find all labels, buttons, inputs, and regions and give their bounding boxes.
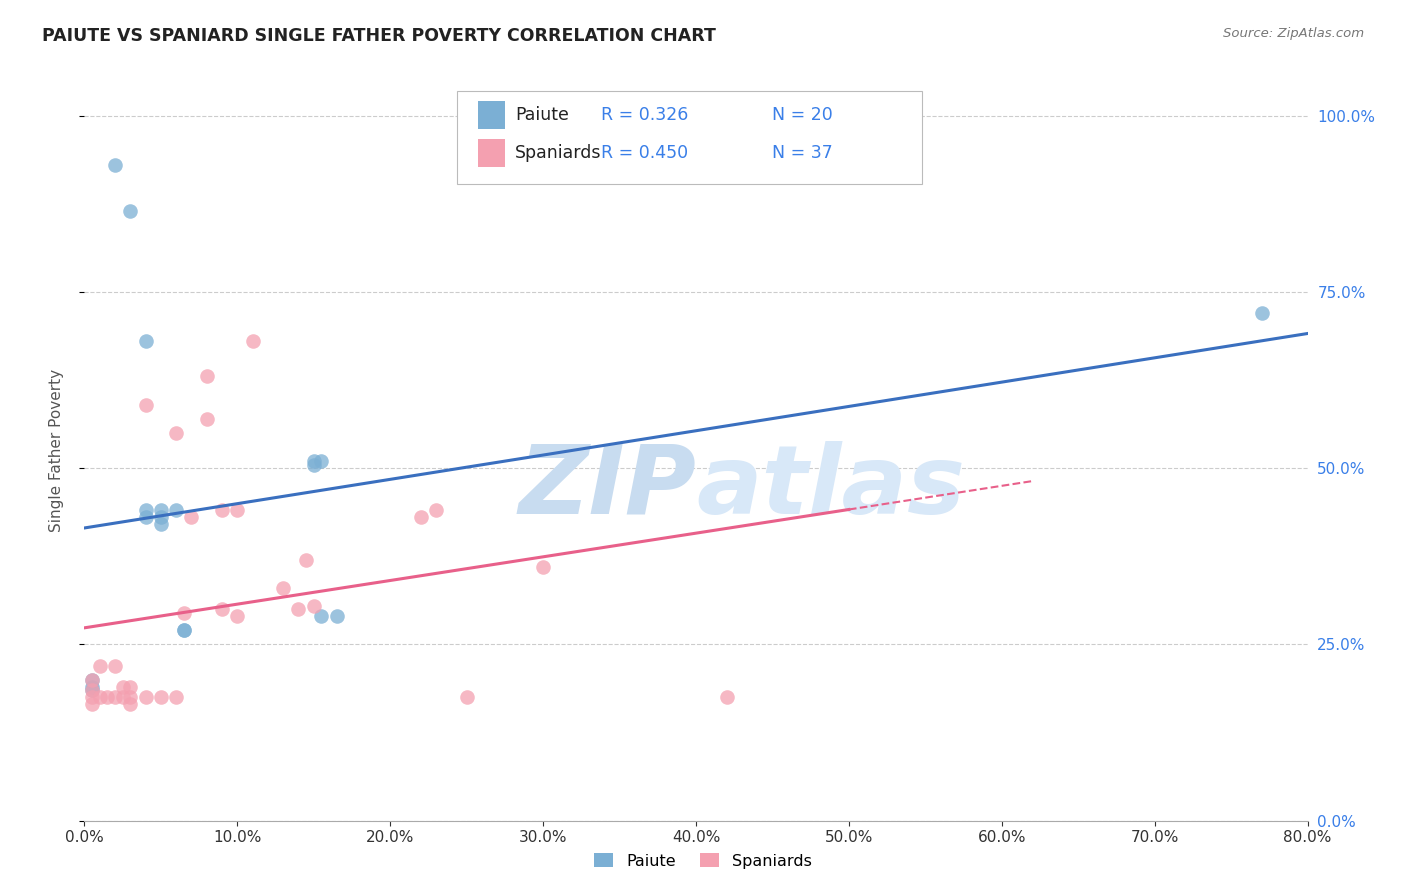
Point — [80, 690, 103, 705]
Point — [120, 203, 142, 218]
Point — [211, 503, 233, 517]
Point — [135, 510, 157, 524]
FancyBboxPatch shape — [478, 101, 505, 129]
Point — [80, 683, 103, 698]
Point — [456, 690, 478, 705]
Text: Spaniards: Spaniards — [515, 145, 602, 162]
Text: atlas: atlas — [696, 441, 965, 534]
Text: R = 0.326: R = 0.326 — [600, 106, 688, 124]
Point — [1250, 306, 1272, 320]
Point — [302, 599, 325, 613]
Point — [149, 503, 172, 517]
Text: N = 20: N = 20 — [772, 106, 832, 124]
Point — [226, 609, 249, 624]
Point — [149, 510, 172, 524]
Text: R = 0.450: R = 0.450 — [600, 145, 688, 162]
Text: Paiute: Paiute — [515, 106, 569, 124]
Y-axis label: Single Father Poverty: Single Father Poverty — [49, 369, 63, 532]
Point — [195, 411, 218, 425]
Point — [531, 559, 554, 574]
Point — [120, 690, 142, 705]
Point — [111, 680, 134, 694]
Point — [311, 454, 333, 468]
Point — [135, 690, 157, 705]
Point — [104, 158, 127, 172]
Point — [325, 609, 347, 624]
Point — [120, 680, 142, 694]
Point — [195, 369, 218, 384]
Point — [180, 510, 202, 524]
Point — [165, 690, 187, 705]
Point — [226, 503, 249, 517]
Point — [302, 458, 325, 472]
Point — [311, 609, 333, 624]
Point — [302, 454, 325, 468]
Text: PAIUTE VS SPANIARD SINGLE FATHER POVERTY CORRELATION CHART: PAIUTE VS SPANIARD SINGLE FATHER POVERTY… — [42, 27, 716, 45]
Point — [80, 683, 103, 698]
Point — [271, 581, 294, 595]
Point — [165, 503, 187, 517]
Point — [409, 510, 432, 524]
Point — [120, 698, 142, 712]
Point — [135, 398, 157, 412]
Point — [165, 425, 187, 440]
Point — [716, 690, 738, 705]
Point — [287, 602, 309, 616]
Point — [80, 673, 103, 687]
Point — [149, 690, 172, 705]
Legend: Paiute, Spaniards: Paiute, Spaniards — [588, 847, 818, 875]
Text: ZIP: ZIP — [517, 441, 696, 534]
Point — [111, 690, 134, 705]
Point — [173, 606, 195, 620]
Point — [173, 624, 195, 638]
Text: Source: ZipAtlas.com: Source: ZipAtlas.com — [1223, 27, 1364, 40]
Point — [80, 673, 103, 687]
FancyBboxPatch shape — [457, 91, 922, 184]
Point — [135, 334, 157, 348]
Point — [80, 680, 103, 694]
Point — [425, 503, 447, 517]
Point — [80, 698, 103, 712]
Point — [89, 690, 111, 705]
Point — [104, 690, 127, 705]
Point — [135, 503, 157, 517]
Point — [242, 334, 264, 348]
Point — [295, 553, 318, 567]
FancyBboxPatch shape — [478, 139, 505, 168]
Point — [96, 690, 118, 705]
Text: N = 37: N = 37 — [772, 145, 832, 162]
Point — [104, 658, 127, 673]
Point — [149, 517, 172, 532]
Point — [89, 658, 111, 673]
Point — [173, 624, 195, 638]
Point — [211, 602, 233, 616]
